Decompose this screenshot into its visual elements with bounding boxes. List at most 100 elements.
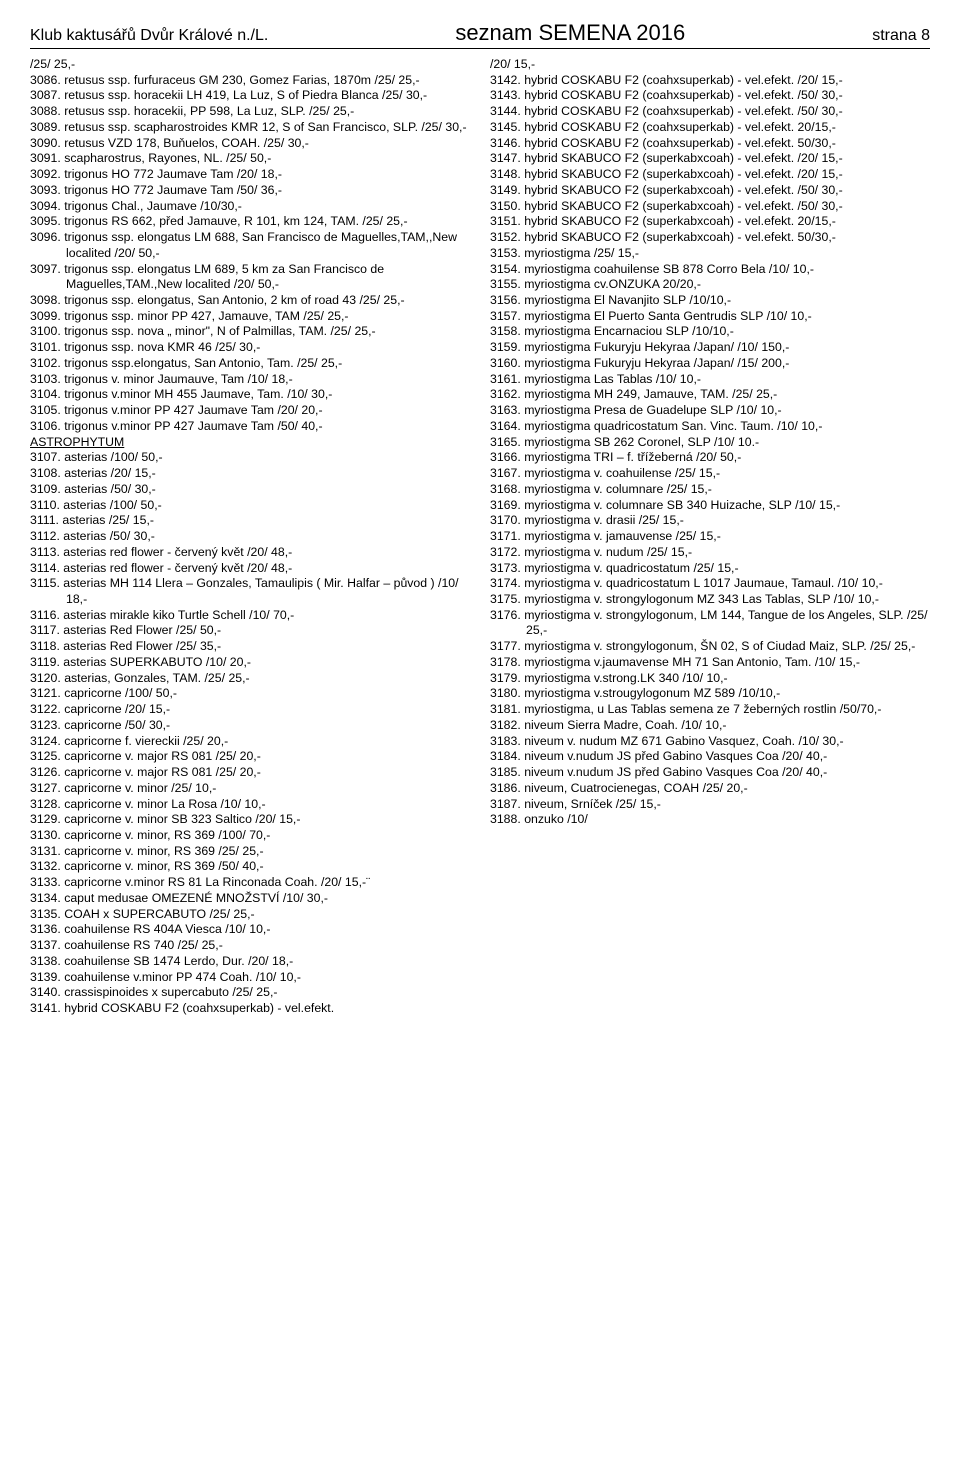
list-item: 3138. coahuilense SB 1474 Lerdo, Dur. /2…	[30, 954, 470, 970]
list-item: 3184. niveum v.nudum JS před Gabino Vasq…	[490, 749, 930, 765]
list-item: 3118. asterias Red Flower /25/ 35,-	[30, 639, 470, 655]
list-item: 3185. niveum v.nudum JS před Gabino Vasq…	[490, 765, 930, 781]
list-item: 3087. retusus ssp. horacekii LH 419, La …	[30, 88, 470, 104]
list-item: 3158. myriostigma Encarnaciou SLP /10/10…	[490, 324, 930, 340]
list-item: 3139. coahuilense v.minor PP 474 Coah. /…	[30, 970, 470, 986]
list-item: /25/ 25,-	[30, 57, 470, 73]
list-item: 3131. capricorne v. minor, RS 369 /25/ 2…	[30, 844, 470, 860]
list-item: 3182. niveum Sierra Madre, Coah. /10/ 10…	[490, 718, 930, 734]
list-item: 3092. trigonus HO 772 Jaumave Tam /20/ 1…	[30, 167, 470, 183]
list-item: 3125. capricorne v. major RS 081 /25/ 20…	[30, 749, 470, 765]
list-item: 3113. asterias red flower - červený květ…	[30, 545, 470, 561]
list-item: 3164. myriostigma quadricostatum San. Vi…	[490, 419, 930, 435]
list-item: 3183. niveum v. nudum MZ 671 Gabino Vasq…	[490, 734, 930, 750]
list-item: 3132. capricorne v. minor, RS 369 /50/ 4…	[30, 859, 470, 875]
list-item: 3151. hybrid SKABUCO F2 (superkabxcoah) …	[490, 214, 930, 230]
list-item: 3104. trigonus v.minor MH 455 Jaumave, T…	[30, 387, 470, 403]
list-item: 3127. capricorne v. minor /25/ 10,-	[30, 781, 470, 797]
list-item: 3156. myriostigma El Navanjito SLP /10/1…	[490, 293, 930, 309]
list-item: 3107. asterias /100/ 50,-	[30, 450, 470, 466]
list-item: 3086. retusus ssp. furfuraceus GM 230, G…	[30, 73, 470, 89]
list-item: 3186. niveum, Cuatrocienegas, COAH /25/ …	[490, 781, 930, 797]
list-item: 3110. asterias /100/ 50,-	[30, 498, 470, 514]
list-item: 3144. hybrid COSKABU F2 (coahxsuperkab) …	[490, 104, 930, 120]
list-item: 3090. retusus VZD 178, Buňuelos, COAH. /…	[30, 136, 470, 152]
list-item: 3168. myriostigma v. columnare /25/ 15,-	[490, 482, 930, 498]
header-club: Klub kaktusářů Dvůr Králové n./L.	[30, 27, 268, 45]
list-item: 3095. trigonus RS 662, před Jamauve, R 1…	[30, 214, 470, 230]
list-item: 3100. trigonus ssp. nova „ minor", N of …	[30, 324, 470, 340]
list-item: 3102. trigonus ssp.elongatus, San Antoni…	[30, 356, 470, 372]
list-item: 3152. hybrid SKABUCO F2 (superkabxcoah) …	[490, 230, 930, 246]
list-item: 3177. myriostigma v. strongylogonum, ŠN …	[490, 639, 930, 655]
list-item: 3153. myriostigma /25/ 15,-	[490, 246, 930, 262]
list-item: 3180. myriostigma v.strougylogonum MZ 58…	[490, 686, 930, 702]
list-item: 3106. trigonus v.minor PP 427 Jaumave Ta…	[30, 419, 470, 435]
list-item: 3116. asterias mirakle kiko Turtle Schel…	[30, 608, 470, 624]
list-item: 3167. myriostigma v. coahuilense /25/ 15…	[490, 466, 930, 482]
list-item: 3123. capricorne /50/ 30,-	[30, 718, 470, 734]
list-item: 3178. myriostigma v.jaumavense MH 71 San…	[490, 655, 930, 671]
list-item: 3093. trigonus HO 772 Jaumave Tam /50/ 3…	[30, 183, 470, 199]
page-root: Klub kaktusářů Dvůr Králové n./L. seznam…	[0, 0, 960, 1037]
list-item: 3163. myriostigma Presa de Guadelupe SLP…	[490, 403, 930, 419]
list-item: 3109. asterias /50/ 30,-	[30, 482, 470, 498]
content-columns: /25/ 25,-3086. retusus ssp. furfuraceus …	[30, 57, 930, 1017]
list-item: 3145. hybrid COSKABU F2 (coahxsuperkab) …	[490, 120, 930, 136]
list-item: 3135. COAH x SUPERCABUTO /25/ 25,-	[30, 907, 470, 923]
list-item: 3105. trigonus v.minor PP 427 Jaumave Ta…	[30, 403, 470, 419]
section-heading-astrophytum: ASTROPHYTUM	[30, 435, 470, 451]
list-item: 3170. myriostigma v. drasii /25/ 15,-	[490, 513, 930, 529]
list-item: 3148. hybrid SKABUCO F2 (superkabxcoah) …	[490, 167, 930, 183]
list-item: 3169. myriostigma v. columnare SB 340 Hu…	[490, 498, 930, 514]
list-item: 3175. myriostigma v. strongylogonum MZ 3…	[490, 592, 930, 608]
list-item: 3140. crassispinoides x supercabuto /25/…	[30, 985, 470, 1001]
list-item: 3181. myriostigma, u Las Tablas semena z…	[490, 702, 930, 718]
list-item: 3091. scapharostrus, Rayones, NL. /25/ 5…	[30, 151, 470, 167]
list-item: 3166. myriostigma TRI – f. třížeberná /2…	[490, 450, 930, 466]
list-item: /20/ 15,-	[490, 57, 930, 73]
list-item: 3117. asterias Red Flower /25/ 50,-	[30, 623, 470, 639]
list-item: 3130. capricorne v. minor, RS 369 /100/ …	[30, 828, 470, 844]
list-item: 3126. capricorne v. major RS 081 /25/ 20…	[30, 765, 470, 781]
list-item: 3121. capricorne /100/ 50,-	[30, 686, 470, 702]
list-item: 3176. myriostigma v. strongylogonum, LM …	[490, 608, 930, 639]
list-item: 3165. myriostigma SB 262 Coronel, SLP /1…	[490, 435, 930, 451]
list-item: 3155. myriostigma cv.ONZUKA 20/20,-	[490, 277, 930, 293]
list-item: 3150. hybrid SKABUCO F2 (superkabxcoah) …	[490, 199, 930, 215]
list-item: 3119. asterias SUPERKABUTO /10/ 20,-	[30, 655, 470, 671]
list-item: 3142. hybrid COSKABU F2 (coahxsuperkab) …	[490, 73, 930, 89]
list-item: 3124. capricorne f. viereckii /25/ 20,-	[30, 734, 470, 750]
list-item: 3147. hybrid SKABUCO F2 (superkabxcoah) …	[490, 151, 930, 167]
list-item: 3141. hybrid COSKABU F2 (coahxsuperkab) …	[30, 1001, 470, 1017]
page-header: Klub kaktusářů Dvůr Králové n./L. seznam…	[30, 20, 930, 49]
list-item: 3096. trigonus ssp. elongatus LM 688, Sa…	[30, 230, 470, 261]
list-item: 3171. myriostigma v. jamauvense /25/ 15,…	[490, 529, 930, 545]
list-item: 3162. myriostigma MH 249, Jamauve, TAM. …	[490, 387, 930, 403]
list-item: 3137. coahuilense RS 740 /25/ 25,-	[30, 938, 470, 954]
list-item: 3188. onzuko /10/	[490, 812, 930, 828]
list-item: 3146. hybrid COSKABU F2 (coahxsuperkab) …	[490, 136, 930, 152]
list-item: 3112. asterias /50/ 30,-	[30, 529, 470, 545]
list-item: 3174. myriostigma v. quadricostatum L 10…	[490, 576, 930, 592]
list-item: 3097. trigonus ssp. elongatus LM 689, 5 …	[30, 262, 470, 293]
list-item: 3133. capricorne v.minor RS 81 La Rincon…	[30, 875, 470, 891]
list-item: 3154. myriostigma coahuilense SB 878 Cor…	[490, 262, 930, 278]
list-item: 3136. coahuilense RS 404A Viesca /10/ 10…	[30, 922, 470, 938]
list-item: 3134. caput medusae OMEZENÉ MNOŽSTVÍ /10…	[30, 891, 470, 907]
list-item: 3179. myriostigma v.strong.LK 340 /10/ 1…	[490, 671, 930, 687]
left-column: /25/ 25,-3086. retusus ssp. furfuraceus …	[30, 57, 470, 1017]
list-item: 3120. asterias, Gonzales, TAM. /25/ 25,-	[30, 671, 470, 687]
list-item: 3173. myriostigma v. quadricostatum /25/…	[490, 561, 930, 577]
list-item: 3128. capricorne v. minor La Rosa /10/ 1…	[30, 797, 470, 813]
header-title: seznam SEMENA 2016	[455, 20, 685, 46]
list-item: 3187. niveum, Srníček /25/ 15,-	[490, 797, 930, 813]
list-item: 3103. trigonus v. minor Jaumauve, Tam /1…	[30, 372, 470, 388]
list-item: 3161. myriostigma Las Tablas /10/ 10,-	[490, 372, 930, 388]
list-item: 3114. asterias red flower - červený květ…	[30, 561, 470, 577]
list-item: 3160. myriostigma Fukuryju Hekyraa /Japa…	[490, 356, 930, 372]
list-item: 3143. hybrid COSKABU F2 (coahxsuperkab) …	[490, 88, 930, 104]
list-item: 3115. asterias MH 114 Llera – Gonzales, …	[30, 576, 470, 607]
list-item: 3089. retusus ssp. scapharostroides KMR …	[30, 120, 470, 136]
list-item: 3094. trigonus Chal., Jaumave /10/30,-	[30, 199, 470, 215]
